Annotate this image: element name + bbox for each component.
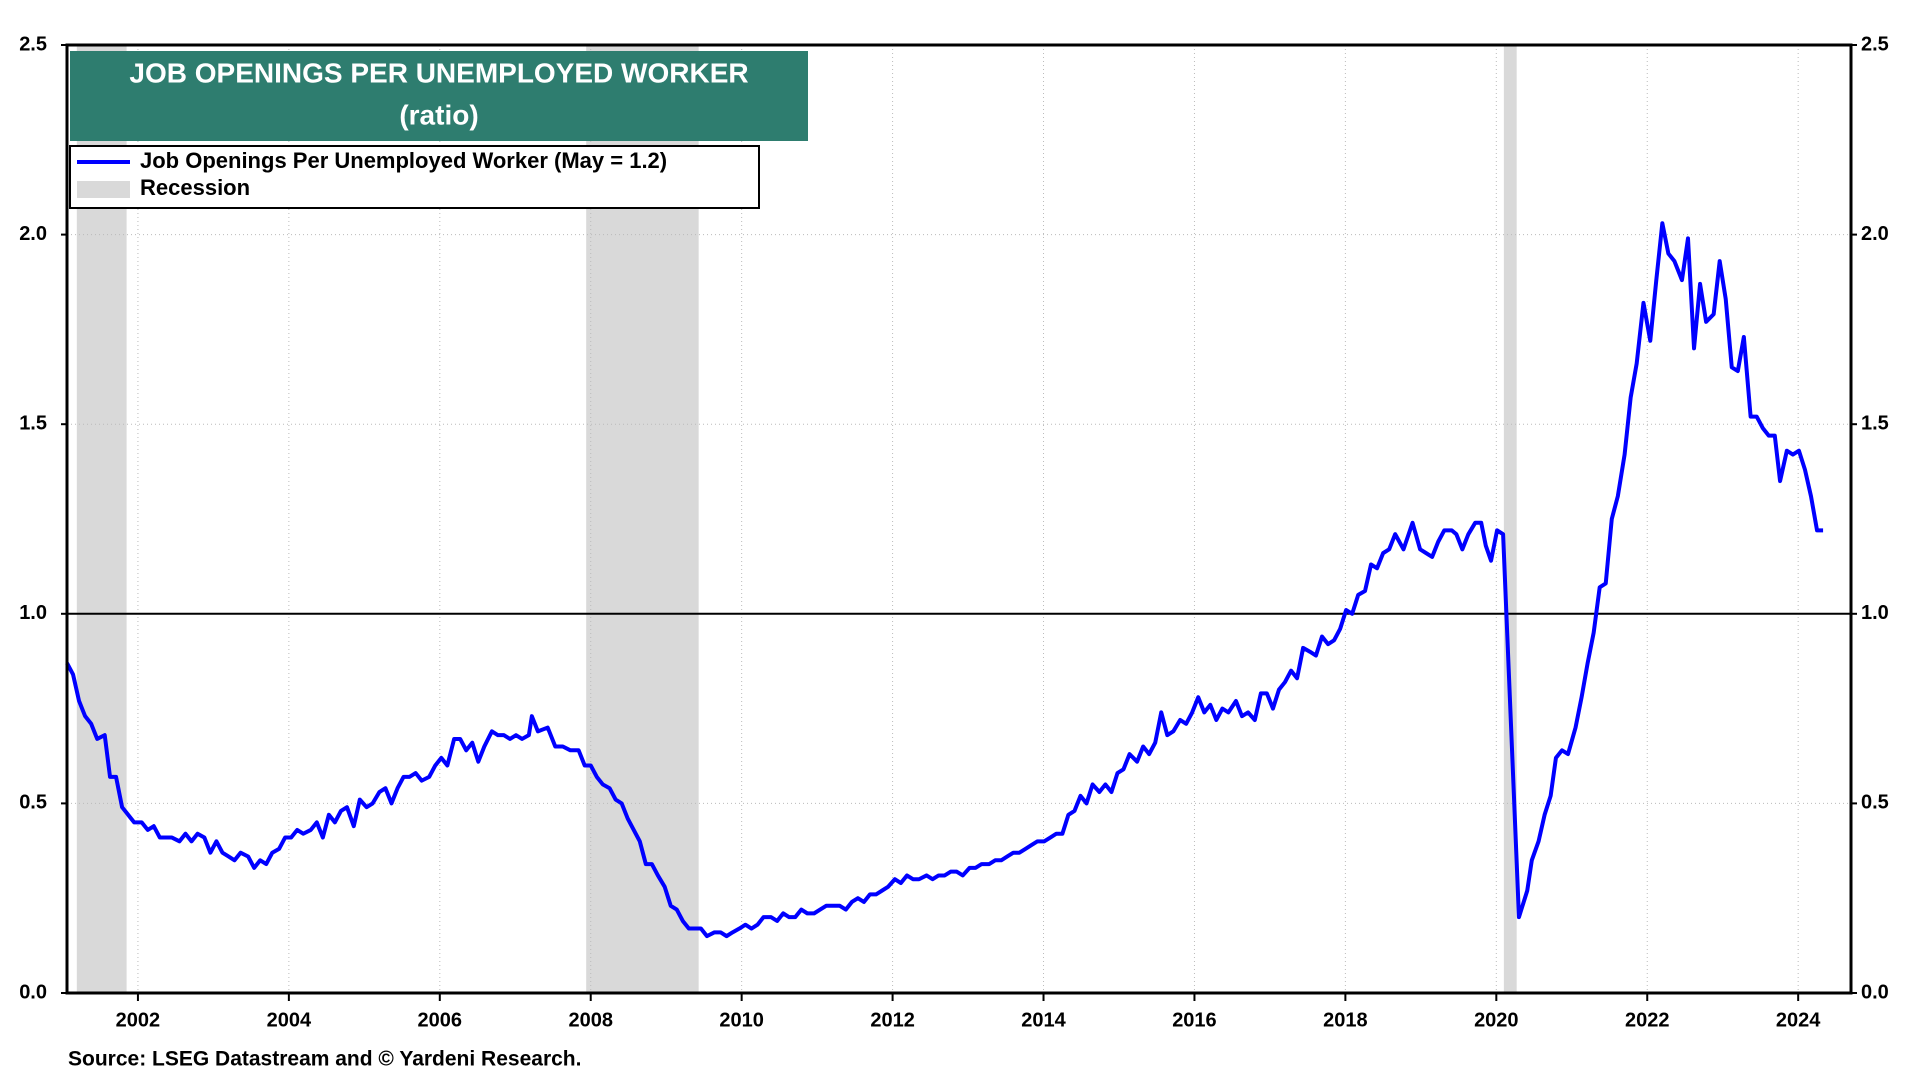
y2-tick-label: 0.5 bbox=[1861, 792, 1889, 814]
x-tick-label: 2012 bbox=[870, 1009, 915, 1031]
x-tick-label: 2022 bbox=[1625, 1009, 1670, 1031]
x-tick-label: 2010 bbox=[719, 1009, 764, 1031]
y2-tick-label: 2.0 bbox=[1861, 223, 1889, 245]
legend-label: Job Openings Per Unemployed Worker (May … bbox=[140, 148, 667, 173]
y2-tick-label: 0.0 bbox=[1861, 981, 1889, 1003]
y2-tick-label: 1.0 bbox=[1861, 602, 1889, 624]
x-tick-label: 2014 bbox=[1021, 1009, 1066, 1031]
y-tick-label: 1.0 bbox=[19, 602, 47, 624]
chart-subtitle: (ratio) bbox=[399, 99, 478, 130]
foreground-layer: JOB OPENINGS PER UNEMPLOYED WORKER (rati… bbox=[68, 51, 808, 1071]
legend-label: Recession bbox=[140, 175, 250, 200]
y-tick-label: 2.5 bbox=[19, 33, 47, 55]
y-tick-label: 2.0 bbox=[19, 223, 47, 245]
y2-tick-label: 1.5 bbox=[1861, 412, 1889, 434]
y-tick-label: 0.0 bbox=[19, 981, 47, 1003]
x-tick-label: 2020 bbox=[1474, 1009, 1519, 1031]
y-tick-label: 0.5 bbox=[19, 792, 47, 814]
x-tick-label: 2006 bbox=[418, 1009, 463, 1031]
y-tick-label: 1.5 bbox=[19, 412, 47, 434]
data-line bbox=[65, 221, 1824, 939]
title-box bbox=[70, 51, 808, 141]
x-tick-label: 2002 bbox=[116, 1009, 161, 1031]
legend-box bbox=[69, 145, 760, 209]
x-tick-label: 2016 bbox=[1172, 1009, 1217, 1031]
source-note: Source: LSEG Datastream and © Yardeni Re… bbox=[68, 1048, 581, 1071]
legend-swatch bbox=[77, 181, 130, 198]
y2-tick-label: 2.5 bbox=[1861, 33, 1889, 55]
chart-title: JOB OPENINGS PER UNEMPLOYED WORKER bbox=[129, 57, 748, 88]
plot-frame bbox=[65, 43, 1853, 995]
x-tick-label: 2008 bbox=[568, 1009, 613, 1031]
x-tick-label: 2024 bbox=[1776, 1009, 1821, 1031]
x-tick-label: 2004 bbox=[267, 1009, 312, 1031]
x-tick-label: 2018 bbox=[1323, 1009, 1368, 1031]
